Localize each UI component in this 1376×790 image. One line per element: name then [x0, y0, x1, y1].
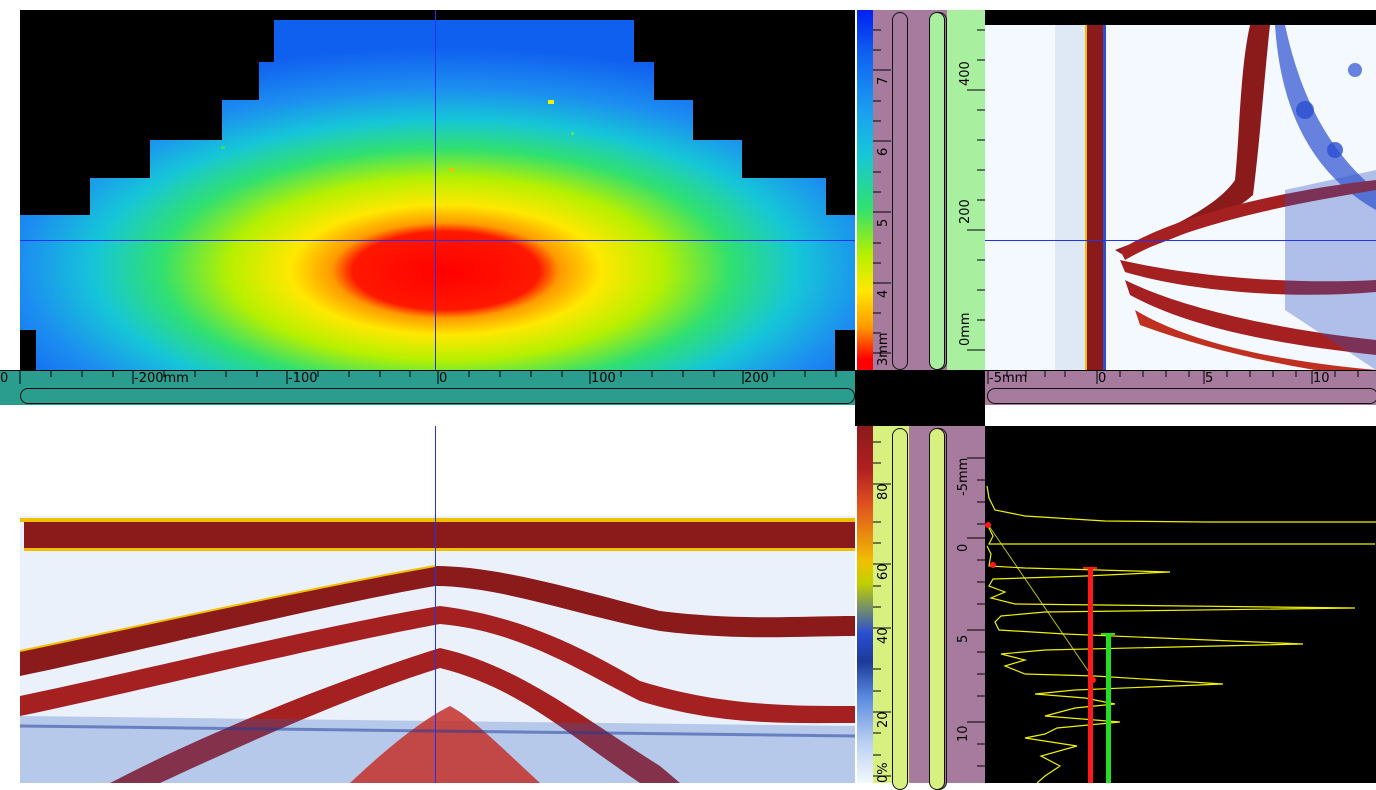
- amplitude-scale-tick: 60: [876, 563, 891, 580]
- side-bscan-x-scrollbar[interactable]: [987, 388, 1376, 404]
- side-bscan-x-tick: 5: [1205, 371, 1214, 386]
- scan-axis-tick: 400: [958, 61, 973, 86]
- amplitude-scale[interactable]: 0% 20 40 60 80: [873, 426, 909, 790]
- cscan-crosshair-horizontal[interactable]: [20, 240, 855, 241]
- cscan-x-tick: 100: [591, 371, 616, 386]
- depth-axis-tick: 10: [956, 725, 971, 742]
- amplitude-scale-tick: 0%: [876, 762, 891, 783]
- amplitude-scale-ticks: [873, 441, 891, 777]
- cscan-x-tick: 0: [439, 371, 448, 386]
- ascan-marker: [985, 522, 991, 528]
- cscan-x-scrollbar[interactable]: [20, 388, 855, 404]
- amplitude-scale-slider[interactable]: [892, 428, 908, 790]
- depth-axis[interactable]: -5mm 0 5 10: [947, 426, 985, 783]
- thickness-scale-tick: 7: [876, 76, 891, 85]
- side-bscan-crosshair[interactable]: [985, 240, 1376, 241]
- thickness-color-bar: [857, 10, 873, 370]
- thickness-scale-tick: 6: [876, 147, 891, 156]
- cscan-x-tick: 200: [744, 371, 769, 386]
- side-bscan-x-axis[interactable]: -5mm 0 5 10: [985, 370, 1376, 405]
- thickness-scale[interactable]: 3mm 4 5 6 7: [873, 10, 909, 370]
- depth-axis-outer-slider[interactable]: [929, 428, 945, 790]
- amplitude-scale-tick: 20: [876, 711, 891, 728]
- depth-axis-ticks: [967, 457, 985, 767]
- thickness-scale-tick: 5: [876, 218, 891, 227]
- side-bscan-image: [985, 25, 1376, 370]
- side-bscan-x-tick: 0: [1098, 371, 1107, 386]
- ascan-marker: [990, 562, 996, 568]
- side-bscan-view[interactable]: [985, 10, 1376, 370]
- ascan-view[interactable]: [985, 426, 1376, 783]
- ascan-dac-curve: [988, 525, 1094, 679]
- thickness-scale-tick: 3mm: [876, 332, 891, 366]
- scan-axis[interactable]: 0mm 200 400: [947, 10, 985, 370]
- cscan-x-tick: 0: [0, 371, 9, 386]
- depth-axis-tick: 0: [956, 543, 971, 552]
- depth-axis-tick: -5mm: [956, 457, 971, 496]
- ascan-marker: [1090, 677, 1096, 683]
- scan-axis-tick: 0mm: [958, 312, 973, 346]
- cscan-crosshair-vertical[interactable]: [435, 10, 436, 370]
- thickness-scale-slider[interactable]: [892, 12, 908, 370]
- thickness-scale-tick: 4: [876, 289, 891, 298]
- scan-axis-tick: 200: [958, 199, 973, 224]
- cscan-x-axis-ticks: [0, 370, 855, 384]
- gate-b-green: [1106, 634, 1111, 783]
- axis-corner: [855, 370, 985, 426]
- ascan-plot: [985, 485, 1376, 783]
- end-bscan-crosshair[interactable]: [435, 426, 436, 783]
- amplitude-color-bar: [857, 426, 873, 783]
- cscan-image: [20, 10, 855, 370]
- scan-axis-ticks: [967, 29, 985, 351]
- gate-a-red: [1088, 568, 1093, 783]
- side-bscan-x-tick: -5mm: [989, 371, 1028, 386]
- cscan-x-tick: -100: [288, 371, 318, 386]
- cscan-x-axis[interactable]: 0 -200mm -100 0 100 200: [0, 370, 855, 405]
- scan-axis-outer-slider[interactable]: [929, 12, 945, 370]
- end-bscan-view[interactable]: [20, 426, 855, 783]
- cscan-x-tick: -200mm: [134, 371, 189, 386]
- side-bscan-x-axis-ticks: [985, 370, 1376, 384]
- amplitude-scale-tick: 80: [876, 483, 891, 500]
- thickness-scale-ticks: [873, 29, 891, 354]
- amplitude-scale-tick: 40: [876, 627, 891, 644]
- ascan-trace: [986, 485, 1376, 783]
- side-bscan-x-tick: 10: [1313, 371, 1330, 386]
- cscan-view[interactable]: [0, 0, 855, 370]
- end-bscan-image: [20, 426, 855, 783]
- depth-axis-tick: 5: [956, 634, 971, 643]
